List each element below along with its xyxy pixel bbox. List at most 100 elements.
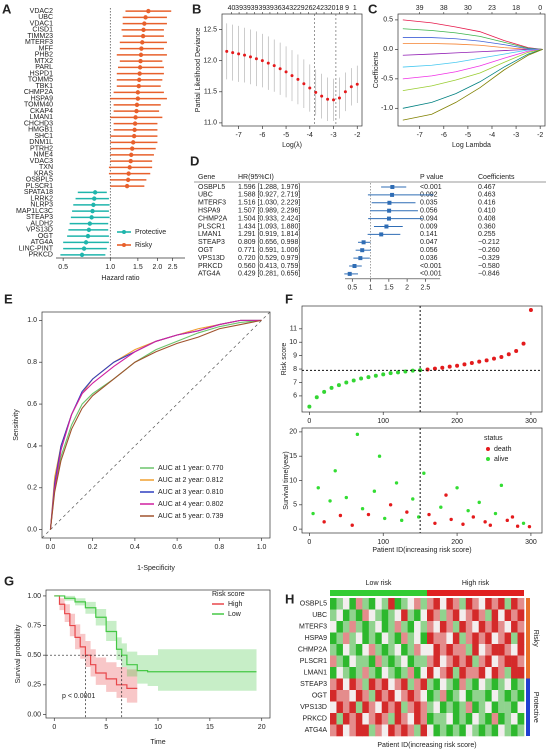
y-tick-label: 8 [293,366,297,373]
heatmap-cell [342,609,350,622]
heatmap-cell [459,621,467,633]
x-tick-label: 5 [104,724,108,731]
heatmap-cell [511,655,518,668]
heatmap-cell [394,667,402,679]
heatmap-cell [465,724,473,737]
row-label: OGT [312,693,328,700]
heatmap-cell [433,713,441,725]
deviance-point [254,57,258,61]
survival-point [328,499,332,503]
survival-point [333,469,337,473]
column-header: HR(95%CI) [238,174,274,181]
survival-point [449,517,453,522]
x-tick-label: 300 [525,418,537,425]
heatmap-cell [472,713,480,725]
heatmap-cell [355,621,363,633]
heatmap-cell [504,609,512,622]
survival-point [399,518,404,523]
heatmap-cell [401,713,408,725]
heatmap-cell [381,655,389,668]
coefficient-path [402,48,543,80]
heatmap-cell [388,609,395,622]
legend-title: Risk score [212,591,245,598]
y-tick-label: 5 [293,502,297,509]
heatmap-cell [342,678,350,691]
y-tick-label: 1.0 [27,317,37,324]
heatmap-cell [498,655,505,668]
hr-point [90,208,95,214]
heatmap-cell [407,701,415,714]
risk-point [521,341,526,346]
risk-point [506,352,511,357]
hr-point [87,221,93,226]
survival-point [466,508,470,513]
hr-point [133,115,138,120]
y-axis-label: Coefficients [373,51,380,88]
gene-label: UBC [38,14,53,21]
heatmap-cell [407,724,415,737]
y-tick-label: 12.5 [203,26,217,33]
heatmap-cell [459,655,467,668]
heatmap-cell [517,644,525,656]
survival-point [527,524,532,529]
heatmap-cell [491,609,499,622]
heatmap-cell [485,678,492,691]
gene-label: CHMP2A [24,89,54,96]
heatmap-cell [330,655,337,668]
coefficient-path [402,48,543,56]
y-axis-label: Survival probability [15,624,22,683]
heatmap-cell [368,713,376,725]
heatmap-cell [446,667,454,679]
heatmap-cell [414,632,421,645]
x-tick-label: -2 [354,132,360,139]
hr-point [146,8,151,14]
heatmap-cell [342,621,350,633]
heatmap-cell [401,701,408,714]
heatmap-cell [504,678,512,691]
heatmap-cell [446,609,454,622]
risk-point [366,375,371,380]
legend-label: Low [228,611,242,618]
deviance-point [349,85,353,89]
plot-frame [41,311,271,539]
heatmap-cell [388,655,395,668]
survival-curve [54,595,257,673]
heatmap-cell [336,724,344,737]
heatmap-cell [355,655,363,668]
roc-curve [49,319,262,530]
hr-point [140,33,146,39]
x-tick-label: 1.0 [105,264,115,271]
row-label: UBC [312,612,327,619]
top-tick-label: 39 [416,5,424,12]
heatmap-cell [394,609,402,622]
heatmap-cell [401,690,408,702]
deviance-point [290,74,294,78]
heatmap-cell [394,632,402,645]
heatmap-cell [465,644,473,656]
heatmap-cell [381,690,389,702]
heatmap-cell [375,644,383,656]
legend-dot [486,447,490,451]
legend-label: AUC at 5 year: 0.739 [158,513,223,520]
top-tick-label: 9 [345,5,349,12]
heatmap-cell [472,632,480,645]
risk-point [514,348,519,353]
table-cell: MTERF3 [198,200,226,207]
row-label: ATG4A [305,727,328,734]
heatmap-cell [478,690,486,702]
heatmap-cell [511,690,518,702]
heatmap-cell [433,632,441,645]
y-tick-label: 11 [290,326,297,333]
heatmap-cell [446,655,454,668]
heatmap-cell [342,724,350,737]
heatmap-cell [375,667,383,679]
heatmap-cell [485,609,492,622]
heatmap-cell [472,655,480,668]
table-cell: −0.846 [478,271,500,278]
heatmap-cell [427,713,434,725]
table-cell: 0.410 [478,208,496,215]
heatmap-cell [420,598,428,610]
gene-label: HMGB1 [28,127,53,134]
top-tick-label: 39 [235,5,243,12]
